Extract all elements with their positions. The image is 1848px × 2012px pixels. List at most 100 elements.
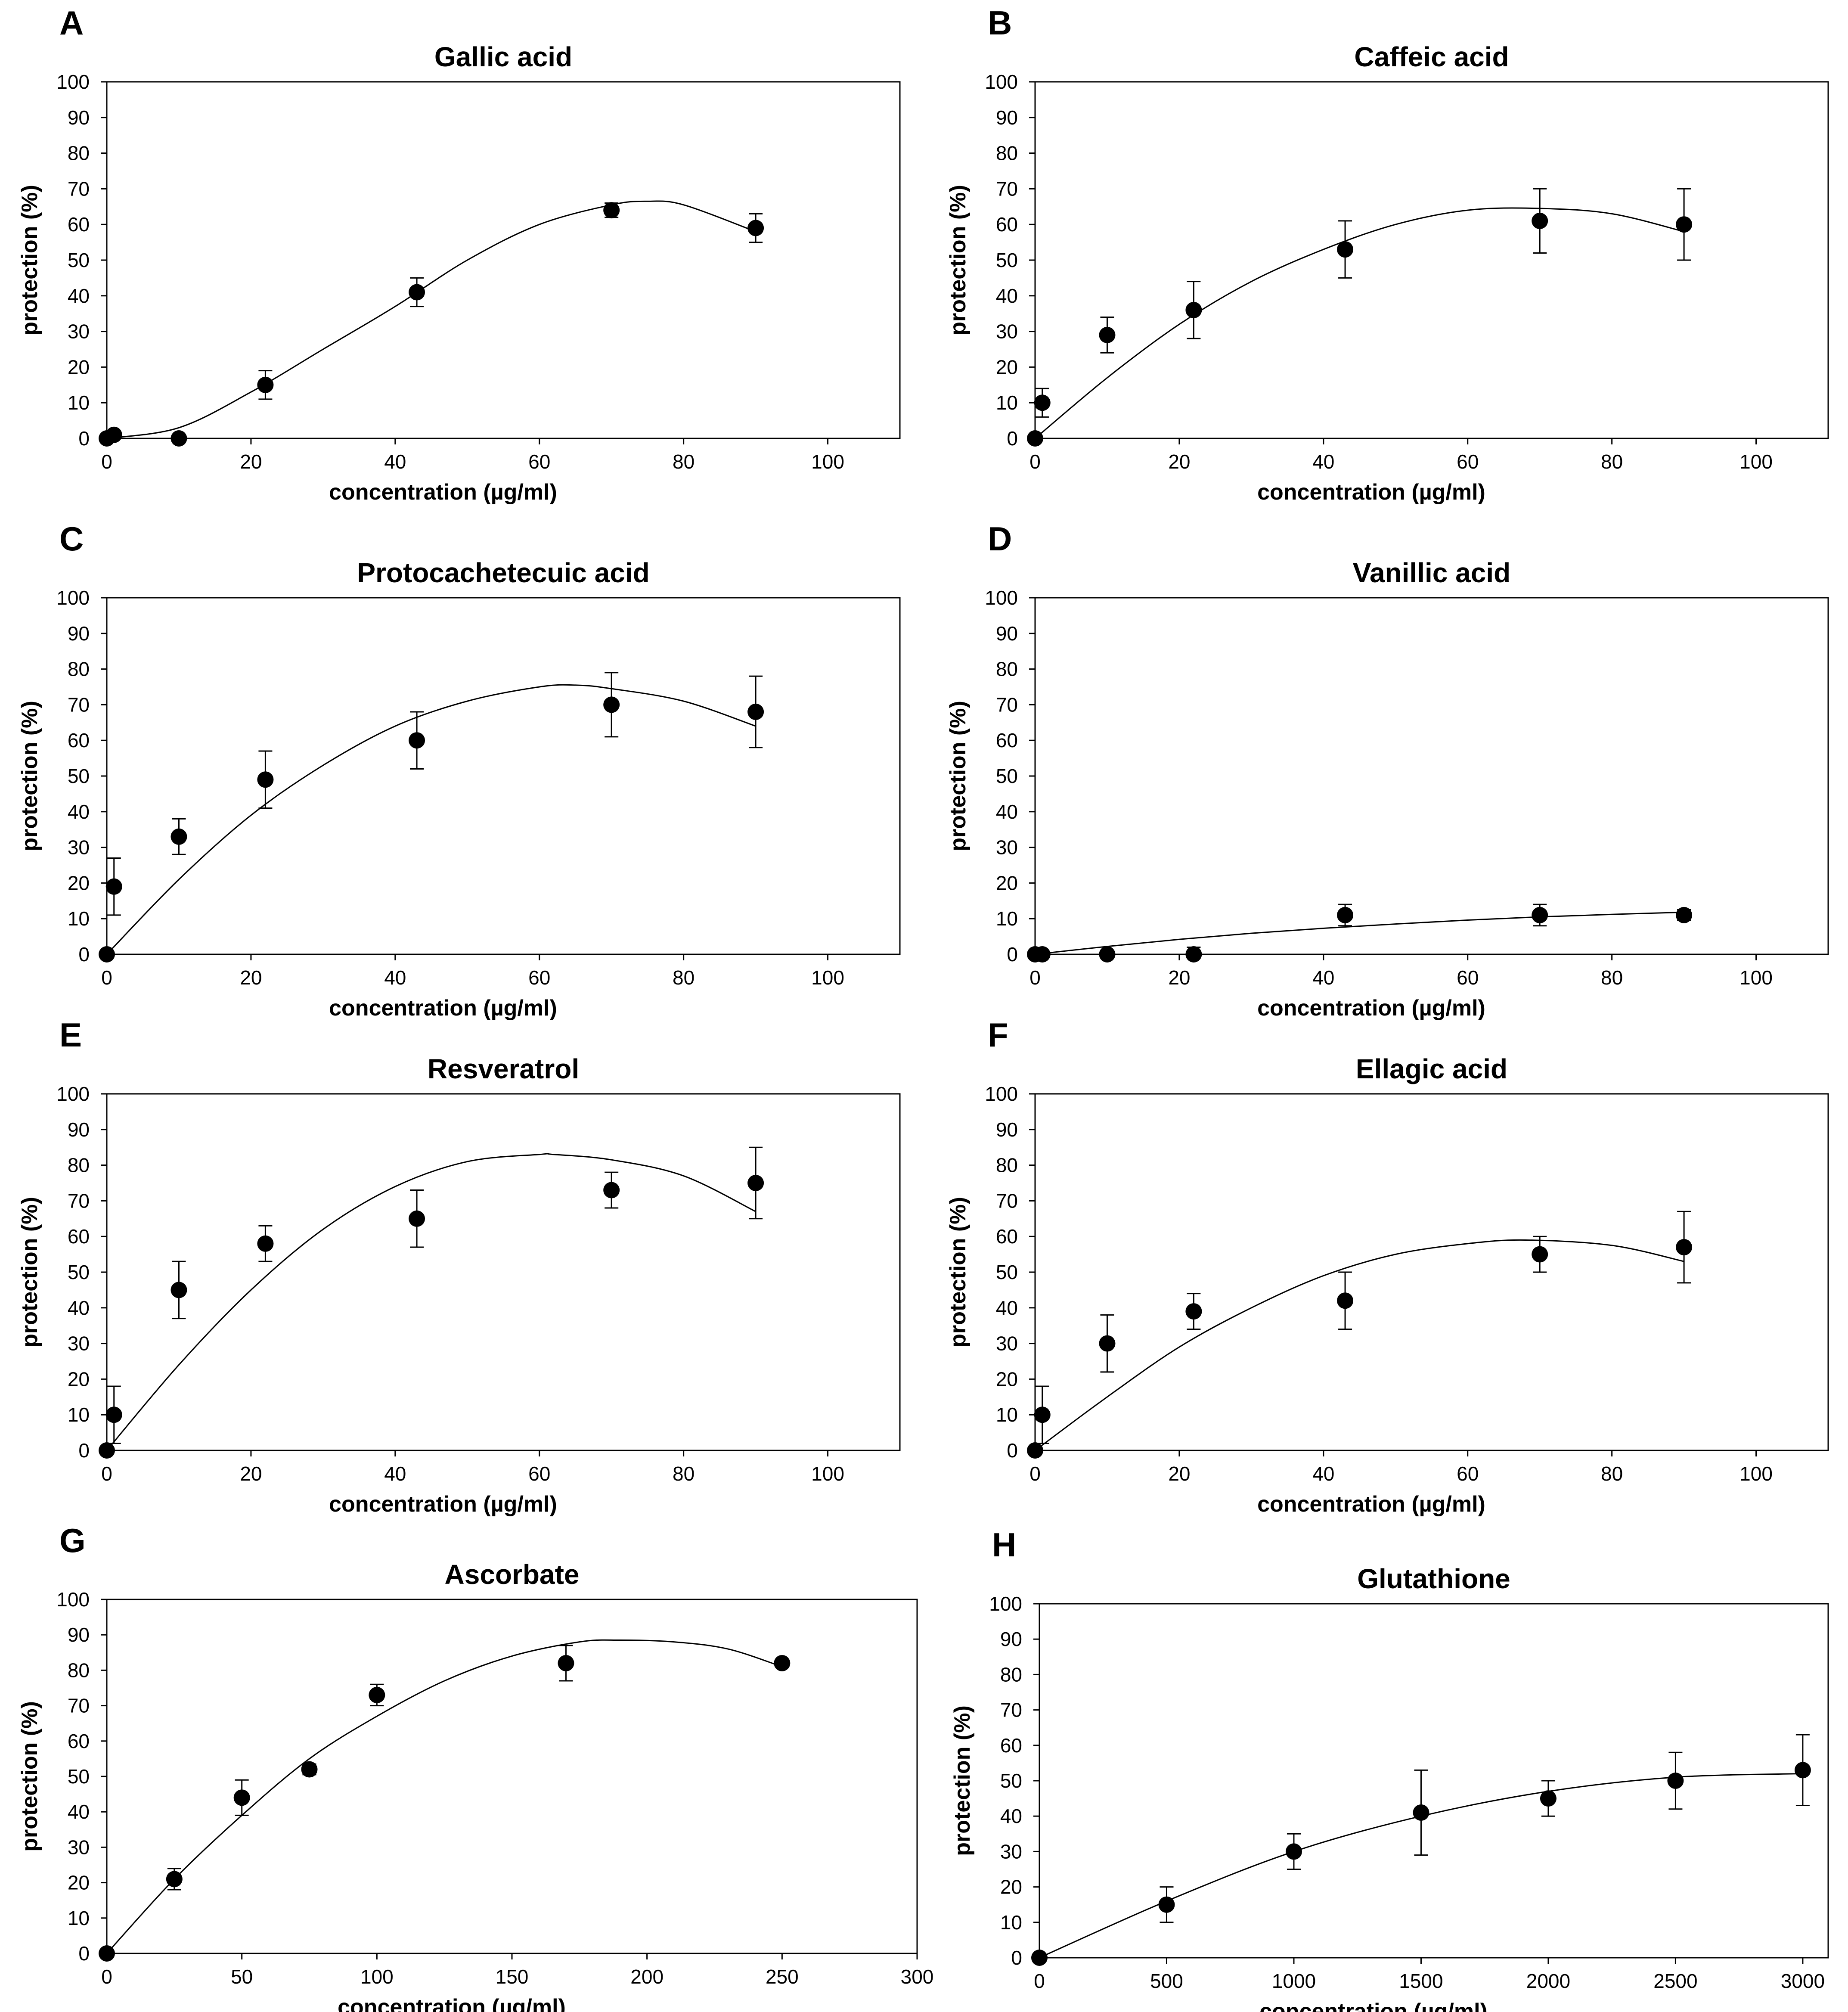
y-tick-label: 80 xyxy=(996,658,1018,680)
y-tick-label: 30 xyxy=(68,1332,90,1355)
x-tick-label: 100 xyxy=(1739,966,1773,989)
data-point xyxy=(1676,907,1693,923)
data-point xyxy=(105,1407,122,1423)
data-point xyxy=(409,1210,425,1227)
y-tick-label: 40 xyxy=(996,285,1018,307)
y-tick-label: 50 xyxy=(996,249,1018,271)
y-tick-label: 70 xyxy=(996,177,1018,200)
y-axis-label: protection (%) xyxy=(17,1197,42,1348)
chart-panel-e: E Resveratrol 0 10 20 30 40 50 60 70 80 90 100 0 20 40 6… xyxy=(17,1016,901,1517)
y-tick-label: 30 xyxy=(1000,1840,1022,1863)
data-point xyxy=(1667,1773,1684,1789)
y-tick-label: 60 xyxy=(996,1225,1018,1248)
y-tick-label: 60 xyxy=(68,1730,90,1752)
panel-letter: E xyxy=(59,1016,82,1054)
x-tick-label: 100 xyxy=(811,966,844,989)
x-tick-label: 0 xyxy=(101,1462,112,1485)
y-tick-label: 60 xyxy=(996,213,1018,236)
chart-panel-f: F Ellagic acid 0 10 20 30 40 50 60 70 80 90 100 0 20 40… xyxy=(946,1016,1829,1517)
x-tick-label: 60 xyxy=(528,1462,550,1485)
y-axis-label: protection (%) xyxy=(946,185,971,335)
y-tick-label: 10 xyxy=(68,1907,90,1929)
y-tick-label: 20 xyxy=(68,872,90,894)
y-tick-label: 10 xyxy=(996,391,1018,414)
x-tick-label: 50 xyxy=(231,1965,253,1988)
x-axis-label: concentration (µg/ml) xyxy=(1257,1492,1485,1517)
y-tick-label: 40 xyxy=(996,1297,1018,1319)
data-point xyxy=(99,1442,115,1459)
x-tick-label: 40 xyxy=(384,450,406,473)
y-tick-label: 70 xyxy=(996,693,1018,716)
x-tick-label: 100 xyxy=(360,1965,394,1988)
x-tick-label: 1500 xyxy=(1399,1970,1443,1992)
data-point xyxy=(1185,946,1202,963)
y-tick-label: 10 xyxy=(68,907,90,930)
y-tick-label: 30 xyxy=(996,320,1018,343)
data-point xyxy=(558,1655,574,1671)
data-point xyxy=(369,1686,385,1703)
y-tick-label: 100 xyxy=(56,71,90,93)
chart-panel-g: G Ascorbate 0 10 20 30 40 50 60 70 80 90 100 0 50 100 15… xyxy=(17,1521,933,2012)
y-tick-label: 100 xyxy=(985,587,1018,609)
x-tick-label: 60 xyxy=(528,450,550,473)
data-point xyxy=(1158,1896,1175,1913)
data-point xyxy=(1337,241,1354,258)
y-tick-label: 70 xyxy=(996,1189,1018,1212)
y-tick-label: 40 xyxy=(68,1801,90,1823)
y-tick-label: 90 xyxy=(996,622,1018,645)
data-point xyxy=(1027,430,1043,447)
y-tick-label: 0 xyxy=(78,427,90,450)
y-tick-label: 10 xyxy=(996,907,1018,930)
y-axis-label: protection (%) xyxy=(950,1705,975,1856)
y-tick-label: 0 xyxy=(78,1942,90,1965)
fit-curve xyxy=(106,200,756,439)
chart-title: Protocachetecuic acid xyxy=(357,557,649,588)
chart-title: Ascorbate xyxy=(445,1559,580,1590)
y-tick-label: 70 xyxy=(68,693,90,716)
fit-curve xyxy=(1035,207,1684,439)
x-tick-label: 80 xyxy=(1601,1462,1623,1485)
y-tick-label: 40 xyxy=(996,801,1018,823)
x-tick-label: 0 xyxy=(101,1965,112,1988)
y-axis-label: protection (%) xyxy=(17,1701,42,1852)
x-axis-label: concentration (µg/ml) xyxy=(1259,1999,1488,2012)
chart-title: Vanillic acid xyxy=(1353,557,1510,588)
y-tick-label: 20 xyxy=(68,356,90,378)
y-tick-label: 30 xyxy=(68,320,90,343)
y-tick-label: 70 xyxy=(68,1695,90,1717)
panel-letter: D xyxy=(988,520,1012,558)
y-tick-label: 50 xyxy=(1000,1770,1022,1792)
y-tick-label: 50 xyxy=(68,249,90,271)
data-point xyxy=(1532,212,1548,229)
x-tick-label: 20 xyxy=(1168,450,1190,473)
y-tick-label: 80 xyxy=(68,1154,90,1177)
y-tick-label: 80 xyxy=(1000,1663,1022,1686)
data-point xyxy=(1337,907,1354,923)
y-tick-label: 60 xyxy=(68,213,90,236)
y-tick-label: 60 xyxy=(68,1225,90,1248)
y-tick-label: 30 xyxy=(996,1332,1018,1355)
x-tick-label: 80 xyxy=(1601,966,1623,989)
data-point xyxy=(603,1182,620,1199)
data-point xyxy=(1031,1950,1048,1966)
data-point xyxy=(1676,216,1693,233)
chart-title: Glutathione xyxy=(1357,1563,1510,1594)
y-tick-label: 100 xyxy=(56,1588,90,1611)
x-tick-label: 0 xyxy=(101,450,112,473)
x-tick-label: 60 xyxy=(1457,450,1479,473)
y-tick-label: 60 xyxy=(996,729,1018,751)
y-tick-label: 90 xyxy=(996,106,1018,129)
data-point xyxy=(1540,1790,1557,1807)
data-point xyxy=(1337,1292,1354,1309)
x-tick-label: 150 xyxy=(496,1965,529,1988)
data-point xyxy=(99,1945,115,1962)
data-point xyxy=(1413,1804,1429,1821)
fit-curve xyxy=(106,1153,756,1451)
panel-letter: A xyxy=(59,4,84,42)
x-tick-label: 20 xyxy=(1168,1462,1190,1485)
data-point xyxy=(747,1175,764,1191)
y-tick-label: 40 xyxy=(68,1297,90,1319)
data-point xyxy=(1034,946,1051,963)
y-tick-label: 10 xyxy=(68,1403,90,1426)
y-tick-label: 0 xyxy=(1007,943,1018,966)
